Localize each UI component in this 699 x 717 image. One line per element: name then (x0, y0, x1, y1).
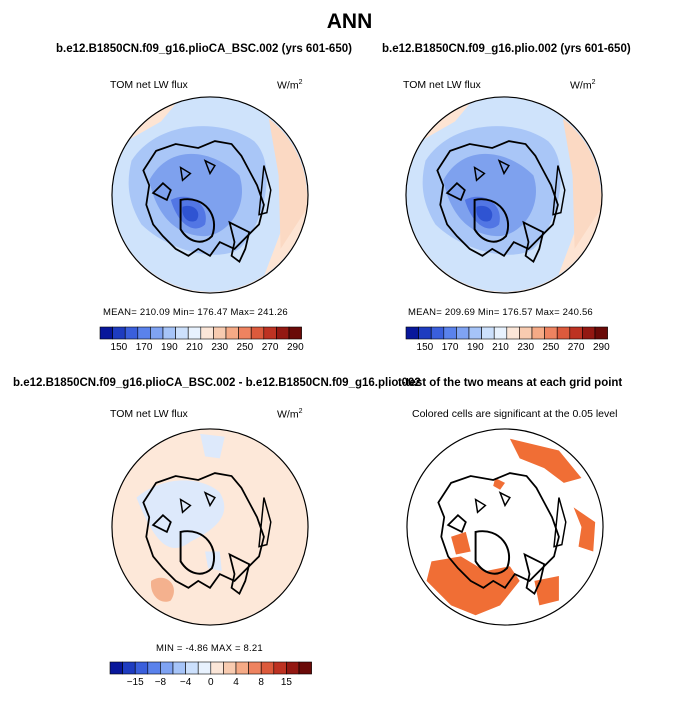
colorbar-swatch (248, 661, 262, 675)
colorbar-tick-label: 290 (593, 342, 610, 353)
colorbar-swatch (122, 661, 136, 675)
colorbar-swatch (418, 326, 432, 340)
colorbar-tick-label: −15 (127, 677, 144, 688)
colorbar-swatch (481, 326, 495, 340)
colorbar-swatch (147, 661, 161, 675)
colorbar-tick-label: −8 (155, 677, 167, 688)
panel-1-units: W/m2 (277, 79, 303, 92)
colorbar-tick-label: 190 (161, 342, 178, 353)
colorbar-swatch (250, 326, 265, 340)
panel-4-title: t-test of the two means at each grid poi… (398, 377, 623, 389)
colorbar-tick-label: 170 (442, 342, 459, 353)
panel-3-stats: MIN = -4.86 MAX = 8.21 (156, 643, 263, 654)
colorbar-swatch (150, 326, 164, 340)
colorbar-swatch (200, 326, 214, 340)
panel-3-colorbar: −15 −8 −4 0 4 8 15 (109, 661, 312, 688)
panel-3-title: b.e12.B1850CN.f09_g16.plioCA_BSC.002 - b… (13, 377, 421, 389)
colorbar-tick-label: 270 (262, 342, 279, 353)
colorbar-swatch (288, 326, 302, 340)
colorbar-swatch (223, 661, 237, 675)
colorbar-tick-label: 250 (543, 342, 560, 353)
colorbar-swatch (493, 326, 508, 340)
panel-2-title: b.e12.B1850CN.f09_g16.plio.002 (yrs 601-… (382, 43, 631, 55)
colorbar-swatch (556, 326, 571, 340)
colorbar-tick-label: 230 (517, 342, 534, 353)
colorbar-swatch (134, 661, 149, 675)
colorbar-swatch (112, 326, 126, 340)
colorbar-swatch (544, 326, 558, 340)
colorbar-tick-label: 8 (258, 677, 264, 688)
colorbar-swatch (276, 326, 290, 340)
colorbar-swatch (235, 661, 249, 675)
panel-1-title: b.e12.B1850CN.f09_g16.plioCA_BSC.002 (yr… (56, 43, 352, 55)
panel-2-stats: MEAN= 209.69 Min= 176.57 Max= 240.56 (408, 307, 593, 318)
panel-4-map (406, 428, 604, 626)
colorbar-swatch (124, 326, 139, 340)
colorbar-tick-label: 210 (186, 342, 203, 353)
panel-2-colorbar: 150 170 190 210 230 250 270 290 (405, 326, 610, 353)
panel-3-map (111, 428, 309, 626)
panel-1-map (111, 96, 309, 294)
panel-3-units: W/m2 (277, 408, 303, 421)
panel-1-stats: MEAN= 210.09 Min= 176.47 Max= 241.26 (103, 307, 288, 318)
colorbar-swatch (468, 326, 482, 340)
main-title: ANN (326, 10, 373, 33)
panel-1-field-label: TOM net LW flux (110, 79, 188, 91)
colorbar-tick-label: 150 (417, 342, 434, 353)
colorbar-tick-label: 4 (233, 677, 239, 688)
colorbar-swatch (273, 661, 287, 675)
panel-1-colorbar: 150 170 190 210 230 250 270 290 (99, 326, 304, 353)
colorbar-tick-label: 210 (492, 342, 509, 353)
colorbar-swatch (456, 326, 470, 340)
colorbar-swatch (185, 661, 199, 675)
colorbar-swatch (175, 326, 189, 340)
colorbar-tick-label: 230 (211, 342, 228, 353)
colorbar-tick-label: 150 (111, 342, 128, 353)
colorbar-tick-label: 170 (136, 342, 153, 353)
colorbar-swatch (260, 661, 275, 675)
colorbar-swatch (506, 326, 520, 340)
panel-2-field-label: TOM net LW flux (403, 79, 481, 91)
panel-2-map (405, 96, 603, 294)
colorbar-swatch (569, 326, 583, 340)
colorbar-swatch (160, 661, 174, 675)
panel-3-field-label: TOM net LW flux (110, 408, 188, 420)
colorbar-tick-label: 0 (208, 677, 214, 688)
panel-2-units: W/m2 (570, 79, 596, 92)
colorbar-tick-label: 190 (467, 342, 484, 353)
colorbar-swatch (172, 661, 186, 675)
colorbar-swatch (443, 326, 457, 340)
colorbar-swatch (187, 326, 202, 340)
colorbar-swatch (210, 661, 224, 675)
colorbar-swatch (213, 326, 227, 340)
colorbar-swatch (263, 326, 277, 340)
colorbar-tick-label: 290 (287, 342, 304, 353)
colorbar-swatch (99, 326, 113, 340)
colorbar-swatch (582, 326, 596, 340)
colorbar-swatch (238, 326, 252, 340)
colorbar-tick-label: 270 (568, 342, 585, 353)
colorbar-tick-label: −4 (180, 677, 192, 688)
colorbar-swatch (298, 661, 312, 675)
colorbar-swatch (594, 326, 608, 340)
colorbar-swatch (109, 661, 123, 675)
colorbar-swatch (430, 326, 445, 340)
colorbar-tick-label: 15 (281, 677, 293, 688)
colorbar-tick-label: 250 (237, 342, 254, 353)
colorbar-swatch (197, 661, 212, 675)
colorbar-swatch (519, 326, 533, 340)
colorbar-swatch (405, 326, 419, 340)
colorbar-swatch (137, 326, 151, 340)
colorbar-swatch (162, 326, 176, 340)
colorbar-swatch (286, 661, 300, 675)
colorbar-swatch (531, 326, 545, 340)
panel-4-note: Colored cells are significant at the 0.0… (412, 408, 618, 420)
colorbar-swatch (225, 326, 239, 340)
